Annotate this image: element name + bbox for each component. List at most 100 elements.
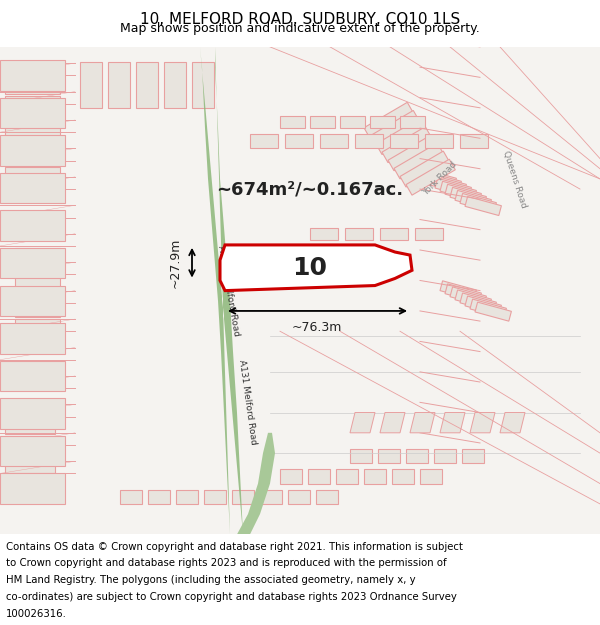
Polygon shape <box>237 432 275 534</box>
Text: 10, MELFORD ROAD, SUDBURY, CO10 1LS: 10, MELFORD ROAD, SUDBURY, CO10 1LS <box>140 12 460 27</box>
Bar <box>5 96 60 108</box>
Bar <box>450 188 487 206</box>
Bar <box>15 248 60 260</box>
Bar <box>164 62 186 107</box>
Bar <box>388 135 437 171</box>
Text: ~76.3m: ~76.3m <box>292 321 342 334</box>
Bar <box>15 305 60 317</box>
Bar <box>0 211 65 241</box>
Bar <box>120 490 142 504</box>
Text: to Crown copyright and database rights 2023 and is reproduced with the permissio: to Crown copyright and database rights 2… <box>6 558 446 568</box>
Bar <box>420 469 442 484</box>
Bar <box>80 62 102 107</box>
Bar <box>420 169 457 188</box>
Text: Queens Road: Queens Road <box>502 149 529 209</box>
Bar <box>376 119 425 154</box>
Bar <box>15 276 60 289</box>
Text: Contains OS data © Crown copyright and database right 2021. This information is : Contains OS data © Crown copyright and d… <box>6 542 463 552</box>
Bar <box>5 124 60 136</box>
Bar <box>0 135 65 166</box>
Bar <box>15 262 60 274</box>
Bar <box>0 248 65 279</box>
Bar <box>5 409 55 421</box>
Bar <box>0 173 65 203</box>
Bar <box>320 134 348 148</box>
Bar <box>450 287 487 306</box>
Polygon shape <box>500 412 525 432</box>
Bar <box>406 159 455 195</box>
Bar <box>430 175 466 194</box>
Bar <box>400 116 425 128</box>
Bar <box>435 178 472 198</box>
Bar <box>475 302 511 321</box>
Bar <box>192 62 214 107</box>
Bar <box>316 490 338 504</box>
Bar <box>440 281 476 300</box>
Bar <box>445 284 481 303</box>
Bar <box>390 134 418 148</box>
Bar <box>455 191 491 209</box>
Bar <box>364 469 386 484</box>
Text: York Road: York Road <box>421 160 459 198</box>
Bar <box>310 228 338 240</box>
Bar <box>370 116 395 128</box>
Bar <box>465 296 502 315</box>
Polygon shape <box>440 412 465 432</box>
Bar <box>250 134 278 148</box>
Bar <box>434 449 456 463</box>
Bar <box>0 398 65 429</box>
Bar <box>204 490 226 504</box>
Bar <box>345 228 373 240</box>
Bar <box>285 134 313 148</box>
Bar <box>136 62 158 107</box>
Bar <box>465 196 502 216</box>
Bar <box>400 151 449 187</box>
Bar <box>0 60 65 91</box>
Bar <box>0 474 65 504</box>
Polygon shape <box>470 412 495 432</box>
Bar <box>340 116 365 128</box>
Bar <box>148 490 170 504</box>
Bar <box>5 67 60 79</box>
Polygon shape <box>220 245 412 291</box>
Bar <box>232 490 254 504</box>
Bar <box>0 286 65 316</box>
Bar <box>462 449 484 463</box>
Text: HM Land Registry. The polygons (including the associated geometry, namely x, y: HM Land Registry. The polygons (includin… <box>6 575 416 585</box>
Bar <box>5 462 55 474</box>
Bar <box>0 436 65 466</box>
Bar <box>415 228 443 240</box>
Bar <box>15 319 60 331</box>
Bar <box>15 291 60 302</box>
Bar <box>425 172 461 191</box>
Text: Map shows position and indicative extent of the property.: Map shows position and indicative extent… <box>120 22 480 35</box>
Text: A131 Melford Road: A131 Melford Road <box>236 359 257 446</box>
Bar <box>355 134 383 148</box>
Bar <box>5 436 55 447</box>
Bar <box>0 98 65 128</box>
Bar <box>5 422 55 434</box>
Bar <box>460 194 496 213</box>
Bar <box>460 293 496 312</box>
Bar <box>5 81 60 94</box>
Bar <box>5 138 60 151</box>
Bar <box>288 490 310 504</box>
Polygon shape <box>410 412 435 432</box>
Polygon shape <box>380 412 405 432</box>
Bar <box>445 184 481 203</box>
Bar <box>380 228 408 240</box>
Bar <box>425 134 453 148</box>
Bar <box>470 299 506 318</box>
Bar <box>350 449 372 463</box>
Bar <box>260 490 282 504</box>
Bar <box>394 143 443 179</box>
Bar <box>378 449 400 463</box>
Bar <box>280 116 305 128</box>
Bar <box>310 116 335 128</box>
Polygon shape <box>350 412 375 432</box>
Bar <box>5 449 55 460</box>
Bar <box>108 62 130 107</box>
Text: co-ordinates) are subject to Crown copyright and database rights 2023 Ordnance S: co-ordinates) are subject to Crown copyr… <box>6 592 457 602</box>
Text: ~27.9m: ~27.9m <box>169 238 182 288</box>
Bar <box>460 134 488 148</box>
